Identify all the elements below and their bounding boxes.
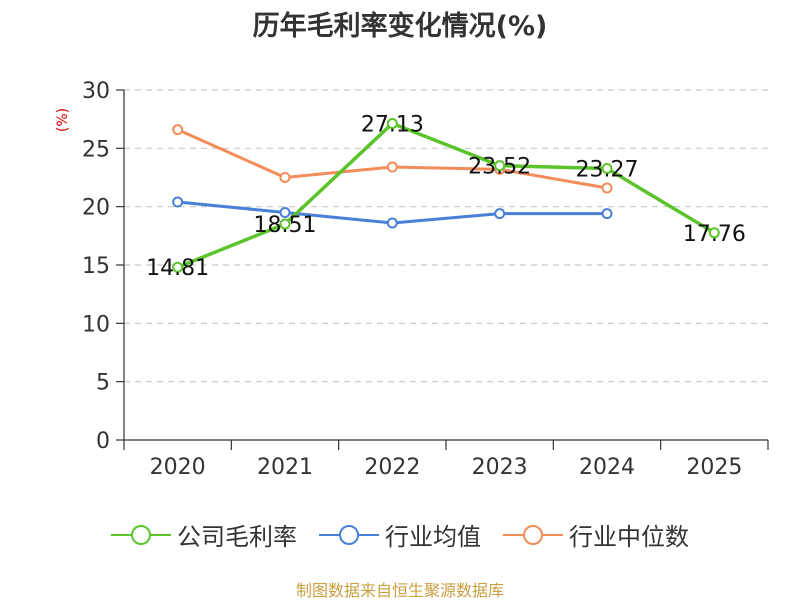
legend-label-company: 公司毛利率 (177, 523, 297, 551)
data-label-company: 23.52 (468, 155, 531, 180)
x-tick-label: 2024 (579, 455, 635, 480)
y-tick-label: 20 (82, 196, 110, 221)
data-point-industry-mean (172, 196, 184, 208)
data-label-company: 14.81 (146, 256, 209, 281)
legend-label-industry-mean: 行业均值 (385, 523, 481, 551)
data-point-industry-median (279, 172, 291, 183)
data-point-industry-mean (601, 208, 613, 220)
x-tick-label: 2020 (150, 455, 206, 480)
data-point-industry-median (172, 124, 184, 136)
data-point-company (279, 218, 291, 230)
y-tick-label: 0 (96, 429, 110, 454)
x-tick-label: 2021 (257, 455, 313, 480)
data-label-company: 27.13 (361, 112, 424, 137)
legend-item-industry-median[interactable]: 行业中位数 (503, 517, 689, 552)
series-line-company (177, 121, 716, 269)
data-source-note: 制图数据来自恒生聚源数据库 (295, 581, 504, 600)
chart-legend: 公司毛利率 行业均值 行业中位数 (0, 517, 800, 552)
data-point-company (172, 261, 184, 273)
data-point-industry-mean (494, 208, 506, 220)
legend-circle-industry-median (523, 524, 543, 545)
y-tick-label: 30 (82, 79, 110, 104)
y-tick-label: 5 (96, 371, 110, 396)
data-point-company (494, 160, 506, 172)
legend-circle-company (131, 524, 151, 545)
data-point-company (386, 117, 398, 129)
x-tick-label: 2025 (686, 455, 742, 480)
legend-item-company[interactable]: 公司毛利率 (111, 517, 297, 552)
data-point-industry-mean (386, 217, 398, 229)
legend-marker-industry-median (503, 524, 563, 545)
legend-marker-industry-mean (319, 524, 379, 545)
data-label-company: 23.27 (576, 158, 639, 183)
data-point-industry-median (601, 182, 613, 194)
y-tick-label: 15 (82, 254, 110, 279)
data-label-company: 18.51 (254, 213, 317, 238)
data-label-company: 17.76 (683, 222, 746, 247)
legend-label-industry-median: 行业中位数 (569, 523, 689, 551)
x-tick-label: 2022 (364, 455, 420, 480)
legend-item-industry-mean[interactable]: 行业均值 (319, 517, 481, 552)
legend-marker-company (111, 524, 171, 545)
chart-title: 历年毛利率变化情况(%) (252, 11, 548, 42)
data-point-company (601, 163, 613, 175)
x-tick-label: 2023 (472, 455, 528, 480)
y-tick-label: 10 (82, 312, 110, 337)
data-point-company (708, 227, 720, 239)
data-point-industry-median (386, 161, 398, 173)
y-tick-label: 25 (82, 137, 110, 162)
legend-circle-industry-mean (339, 524, 359, 545)
data-point-industry-mean (279, 207, 291, 218)
series-line-industry-median (177, 128, 608, 190)
